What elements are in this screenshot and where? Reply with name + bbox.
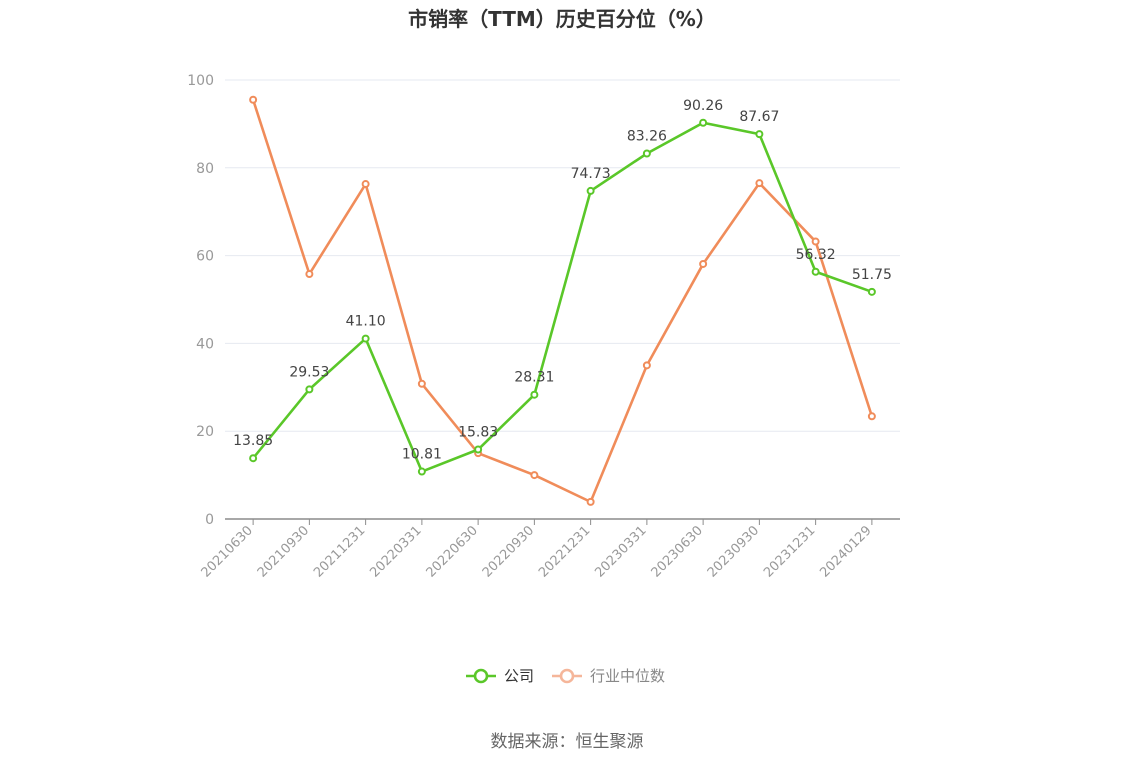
data-label: 74.73 [571,166,611,182]
data-point [811,237,820,246]
series-layer [249,95,876,506]
data-point [530,390,539,399]
x-axis: 2021063020210930202112312022033120220630… [199,518,900,581]
data-label: 29.53 [289,364,329,380]
data-point [811,267,820,276]
data-point [305,270,314,279]
data-point [417,379,426,388]
data-point [530,471,539,480]
y-tick-label: 0 [205,512,214,528]
grid-lines [225,79,900,432]
data-point [474,445,483,454]
data-label: 13.85 [233,433,273,449]
source-note: 数据来源：恒生聚源 [491,732,644,752]
data-point [586,497,595,506]
data-point [249,454,258,463]
legend-label: 公司 [504,667,534,685]
data-point [699,118,708,127]
data-point [755,130,764,139]
data-point [699,259,708,268]
data-label: 56.32 [796,247,836,263]
data-point [867,412,876,421]
legend-item-company[interactable]: 公司 [466,667,534,685]
data-label: 10.81 [402,447,442,463]
series-line-industry [251,99,874,504]
x-tick-label: 20231231 [761,523,818,580]
data-point [867,287,876,296]
x-tick-label: 20230930 [705,523,762,580]
y-tick-label: 40 [196,336,214,352]
data-point [642,149,651,158]
data-label: 87.67 [739,109,779,125]
data-point [642,361,651,370]
data-point [249,95,258,104]
x-tick-label: 20210930 [255,523,312,580]
x-tick-label: 20211231 [311,523,368,580]
data-point [586,186,595,195]
y-axis: 0 20 40 60 80 100 [187,73,214,528]
legend-label: 行业中位数 [590,667,665,685]
data-point [361,180,370,189]
series-line-company [252,121,873,473]
x-tick-label: 20210630 [199,523,256,580]
x-tick-label: 20220331 [367,523,424,580]
data-label: 28.31 [514,370,554,386]
y-tick-label: 100 [187,73,214,89]
legend-item-industry[interactable]: 行业中位数 [552,667,665,685]
data-point [361,334,370,343]
data-label: 41.10 [346,314,386,330]
x-tick-label: 20230630 [649,523,706,580]
data-labels: 13.85 29.53 41.10 10.81 15.83 28.31 74.73 83.26… [233,98,892,463]
x-tick-label: 20240129 [817,523,874,580]
chart-title: 市销率（TTM）历史百分位（%） [408,7,716,31]
legend-marker [473,668,489,684]
y-tick-label: 60 [196,249,214,265]
data-point [305,385,314,394]
x-tick-label: 20230331 [592,523,649,580]
legend[interactable]: 公司 行业中位数 [466,667,665,685]
data-label: 15.83 [458,425,498,441]
data-label: 51.75 [852,267,892,283]
data-label: 90.26 [683,98,723,114]
x-tick-label: 20221231 [536,523,593,580]
data-point [755,179,764,188]
x-tick-label: 20220630 [424,523,481,580]
x-tick-label: 20220930 [480,523,537,580]
y-tick-label: 80 [196,161,214,177]
data-point [417,467,426,476]
data-label: 83.26 [627,128,667,144]
y-tick-label: 20 [196,424,214,440]
legend-marker [559,668,575,684]
